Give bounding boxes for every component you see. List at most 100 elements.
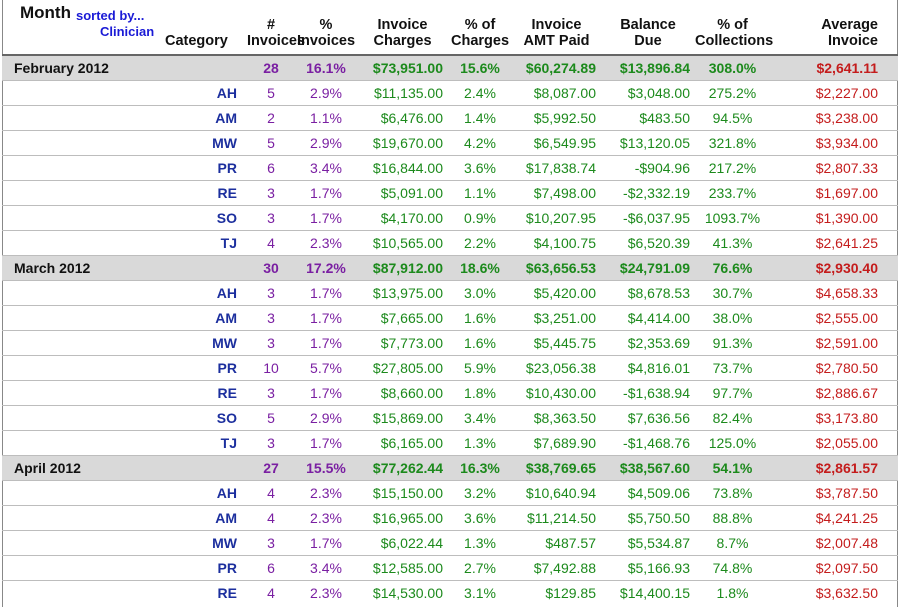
cell-invoices: 3 bbox=[247, 205, 295, 231]
summary-invoices: 28 bbox=[247, 54, 295, 81]
table-row[interactable]: RE 4 2.3% $14,530.00 3.1% $129.85 $14,400.15 1.… bbox=[2, 580, 898, 605]
summary-charges: $77,262.44 bbox=[357, 455, 448, 481]
cell-balance: $5,166.93 bbox=[601, 555, 695, 581]
cell-paid: $6,549.95 bbox=[512, 130, 601, 156]
cell-pct-invoices: 5.7% bbox=[295, 355, 357, 381]
header-category[interactable]: Category bbox=[165, 33, 228, 49]
category-code: PR bbox=[165, 555, 247, 581]
cell-invoices: 4 bbox=[247, 505, 295, 531]
header-month[interactable]: Month bbox=[20, 3, 71, 22]
month-summary-row[interactable]: March 2012 30 17.2% $87,912.00 18.6% $63,656.… bbox=[2, 255, 898, 281]
cell-charges: $8,660.00 bbox=[357, 380, 448, 406]
table-row[interactable]: AM 4 2.3% $16,965.00 3.6% $11,214.50 $5,750.50… bbox=[2, 505, 898, 531]
cell-pct-charges: 2.4% bbox=[448, 80, 512, 106]
header-pct-charges[interactable]: % of Charges bbox=[450, 17, 510, 49]
cell-average: $2,780.50 bbox=[770, 355, 898, 381]
month-label: March 2012 bbox=[2, 255, 247, 281]
cell-balance: $4,509.06 bbox=[601, 480, 695, 506]
table-row[interactable]: AH 5 2.9% $11,135.00 2.4% $8,087.00 $3,048.00 2… bbox=[2, 80, 898, 106]
cell-invoices: 4 bbox=[247, 480, 295, 506]
header-invoice-charges[interactable]: Invoice Charges bbox=[373, 17, 432, 49]
table-row[interactable]: RE 3 1.7% $8,660.00 1.8% $10,430.00 -$1,638.94… bbox=[2, 380, 898, 406]
table-row[interactable]: AM 2 1.1% $6,476.00 1.4% $5,992.50 $483.50 94.5… bbox=[2, 105, 898, 131]
table-row[interactable]: SO 5 2.9% $15,869.00 3.4% $8,363.50 $7,636.56 8… bbox=[2, 405, 898, 431]
cell-invoices: 3 bbox=[247, 180, 295, 206]
header-invoices-count[interactable]: # Invoices bbox=[247, 17, 306, 49]
clinician-cell bbox=[2, 180, 165, 206]
summary-pct-charges: 18.6% bbox=[448, 255, 512, 281]
cell-average: $2,055.00 bbox=[770, 430, 898, 456]
cell-pct-charges: 3.0% bbox=[448, 280, 512, 306]
cell-charges: $11,135.00 bbox=[357, 80, 448, 106]
cell-pct-charges: 4.2% bbox=[448, 130, 512, 156]
cell-balance: $4,816.01 bbox=[601, 355, 695, 381]
category-code: RE bbox=[165, 580, 247, 605]
cell-pct-invoices: 2.3% bbox=[295, 480, 357, 506]
cell-pct-charges: 1.8% bbox=[448, 380, 512, 406]
cell-pct-invoices: 1.7% bbox=[295, 180, 357, 206]
header-sorted-by[interactable]: sorted by... bbox=[76, 8, 145, 23]
month-summary-row[interactable]: February 2012 28 16.1% $73,951.00 15.6% $60,2… bbox=[2, 54, 898, 81]
cell-balance: -$1,468.76 bbox=[601, 430, 695, 456]
cell-collections: 94.5% bbox=[695, 105, 770, 131]
cell-paid: $4,100.75 bbox=[512, 230, 601, 256]
summary-balance: $24,791.09 bbox=[601, 255, 695, 281]
cell-balance: -$904.96 bbox=[601, 155, 695, 181]
header-invoice-amt-paid[interactable]: Invoice AMT Paid bbox=[523, 17, 590, 49]
summary-collections: 76.6% bbox=[695, 255, 770, 281]
table-row[interactable]: AH 4 2.3% $15,150.00 3.2% $10,640.94 $4,509.06… bbox=[2, 480, 898, 506]
cell-pct-invoices: 1.7% bbox=[295, 330, 357, 356]
summary-average: $2,861.57 bbox=[770, 455, 898, 481]
cell-paid: $10,207.95 bbox=[512, 205, 601, 231]
header-pct-invoices[interactable]: % Invoices bbox=[296, 17, 356, 49]
cell-charges: $7,773.00 bbox=[357, 330, 448, 356]
cell-balance: $4,414.00 bbox=[601, 305, 695, 331]
category-code: PR bbox=[165, 155, 247, 181]
summary-charges: $73,951.00 bbox=[357, 54, 448, 81]
header-month-cell: Month sorted by... Clinician bbox=[2, 0, 165, 55]
cell-pct-charges: 0.9% bbox=[448, 205, 512, 231]
category-code: PR bbox=[165, 355, 247, 381]
table-row[interactable]: TJ 3 1.7% $6,165.00 1.3% $7,689.90 -$1,468.76 1… bbox=[2, 430, 898, 456]
cell-average: $3,238.00 bbox=[770, 105, 898, 131]
cell-average: $2,097.50 bbox=[770, 555, 898, 581]
table-row[interactable]: PR 10 5.7% $27,805.00 5.9% $23,056.38 $4,816.0… bbox=[2, 355, 898, 381]
table-row[interactable]: MW 3 1.7% $7,773.00 1.6% $5,445.75 $2,353.69 91… bbox=[2, 330, 898, 356]
cell-collections: 217.2% bbox=[695, 155, 770, 181]
summary-paid: $38,769.65 bbox=[512, 455, 601, 481]
table-row[interactable]: RE 3 1.7% $5,091.00 1.1% $7,498.00 -$2,332.19 2… bbox=[2, 180, 898, 206]
cell-paid: $11,214.50 bbox=[512, 505, 601, 531]
table-row[interactable]: SO 3 1.7% $4,170.00 0.9% $10,207.95 -$6,037.95… bbox=[2, 205, 898, 231]
header-balance-due[interactable]: Balance Due bbox=[620, 17, 676, 49]
header-clinician[interactable]: Clinician bbox=[100, 24, 155, 39]
cell-charges: $10,565.00 bbox=[357, 230, 448, 256]
table-row[interactable]: MW 5 2.9% $19,670.00 4.2% $6,549.95 $13,120.05… bbox=[2, 130, 898, 156]
header-average-invoice[interactable]: Average Invoice bbox=[821, 17, 878, 49]
cell-paid: $5,420.00 bbox=[512, 280, 601, 306]
clinician-cell bbox=[2, 530, 165, 556]
category-code: AH bbox=[165, 80, 247, 106]
cell-balance: $13,120.05 bbox=[601, 130, 695, 156]
cell-paid: $8,087.00 bbox=[512, 80, 601, 106]
summary-collections: 54.1% bbox=[695, 455, 770, 481]
cell-collections: 74.8% bbox=[695, 555, 770, 581]
table-row[interactable]: PR 6 3.4% $16,844.00 3.6% $17,838.74 -$904.96 2… bbox=[2, 155, 898, 181]
category-code: SO bbox=[165, 405, 247, 431]
table-row[interactable]: MW 3 1.7% $6,022.44 1.3% $487.57 $5,534.87 8.7%… bbox=[2, 530, 898, 556]
table-row[interactable]: AM 3 1.7% $7,665.00 1.6% $3,251.00 $4,414.00 38… bbox=[2, 305, 898, 331]
table-row[interactable]: PR 6 3.4% $12,585.00 2.7% $7,492.88 $5,166.93 7… bbox=[2, 555, 898, 581]
header-pct-collections[interactable]: % of Collections bbox=[695, 17, 774, 49]
cell-balance: -$2,332.19 bbox=[601, 180, 695, 206]
clinician-cell bbox=[2, 130, 165, 156]
month-summary-row[interactable]: April 2012 27 15.5% $77,262.44 16.3% $38,769.… bbox=[2, 455, 898, 481]
cell-pct-invoices: 2.9% bbox=[295, 80, 357, 106]
table-row[interactable]: TJ 4 2.3% $10,565.00 2.2% $4,100.75 $6,520.39 4… bbox=[2, 230, 898, 256]
cell-invoices: 5 bbox=[247, 80, 295, 106]
clinician-cell bbox=[2, 555, 165, 581]
cell-paid: $5,992.50 bbox=[512, 105, 601, 131]
cell-average: $2,886.67 bbox=[770, 380, 898, 406]
cell-invoices: 2 bbox=[247, 105, 295, 131]
cell-average: $1,697.00 bbox=[770, 180, 898, 206]
table-row[interactable]: AH 3 1.7% $13,975.00 3.0% $5,420.00 $8,678.53 3… bbox=[2, 280, 898, 306]
category-code: TJ bbox=[165, 430, 247, 456]
